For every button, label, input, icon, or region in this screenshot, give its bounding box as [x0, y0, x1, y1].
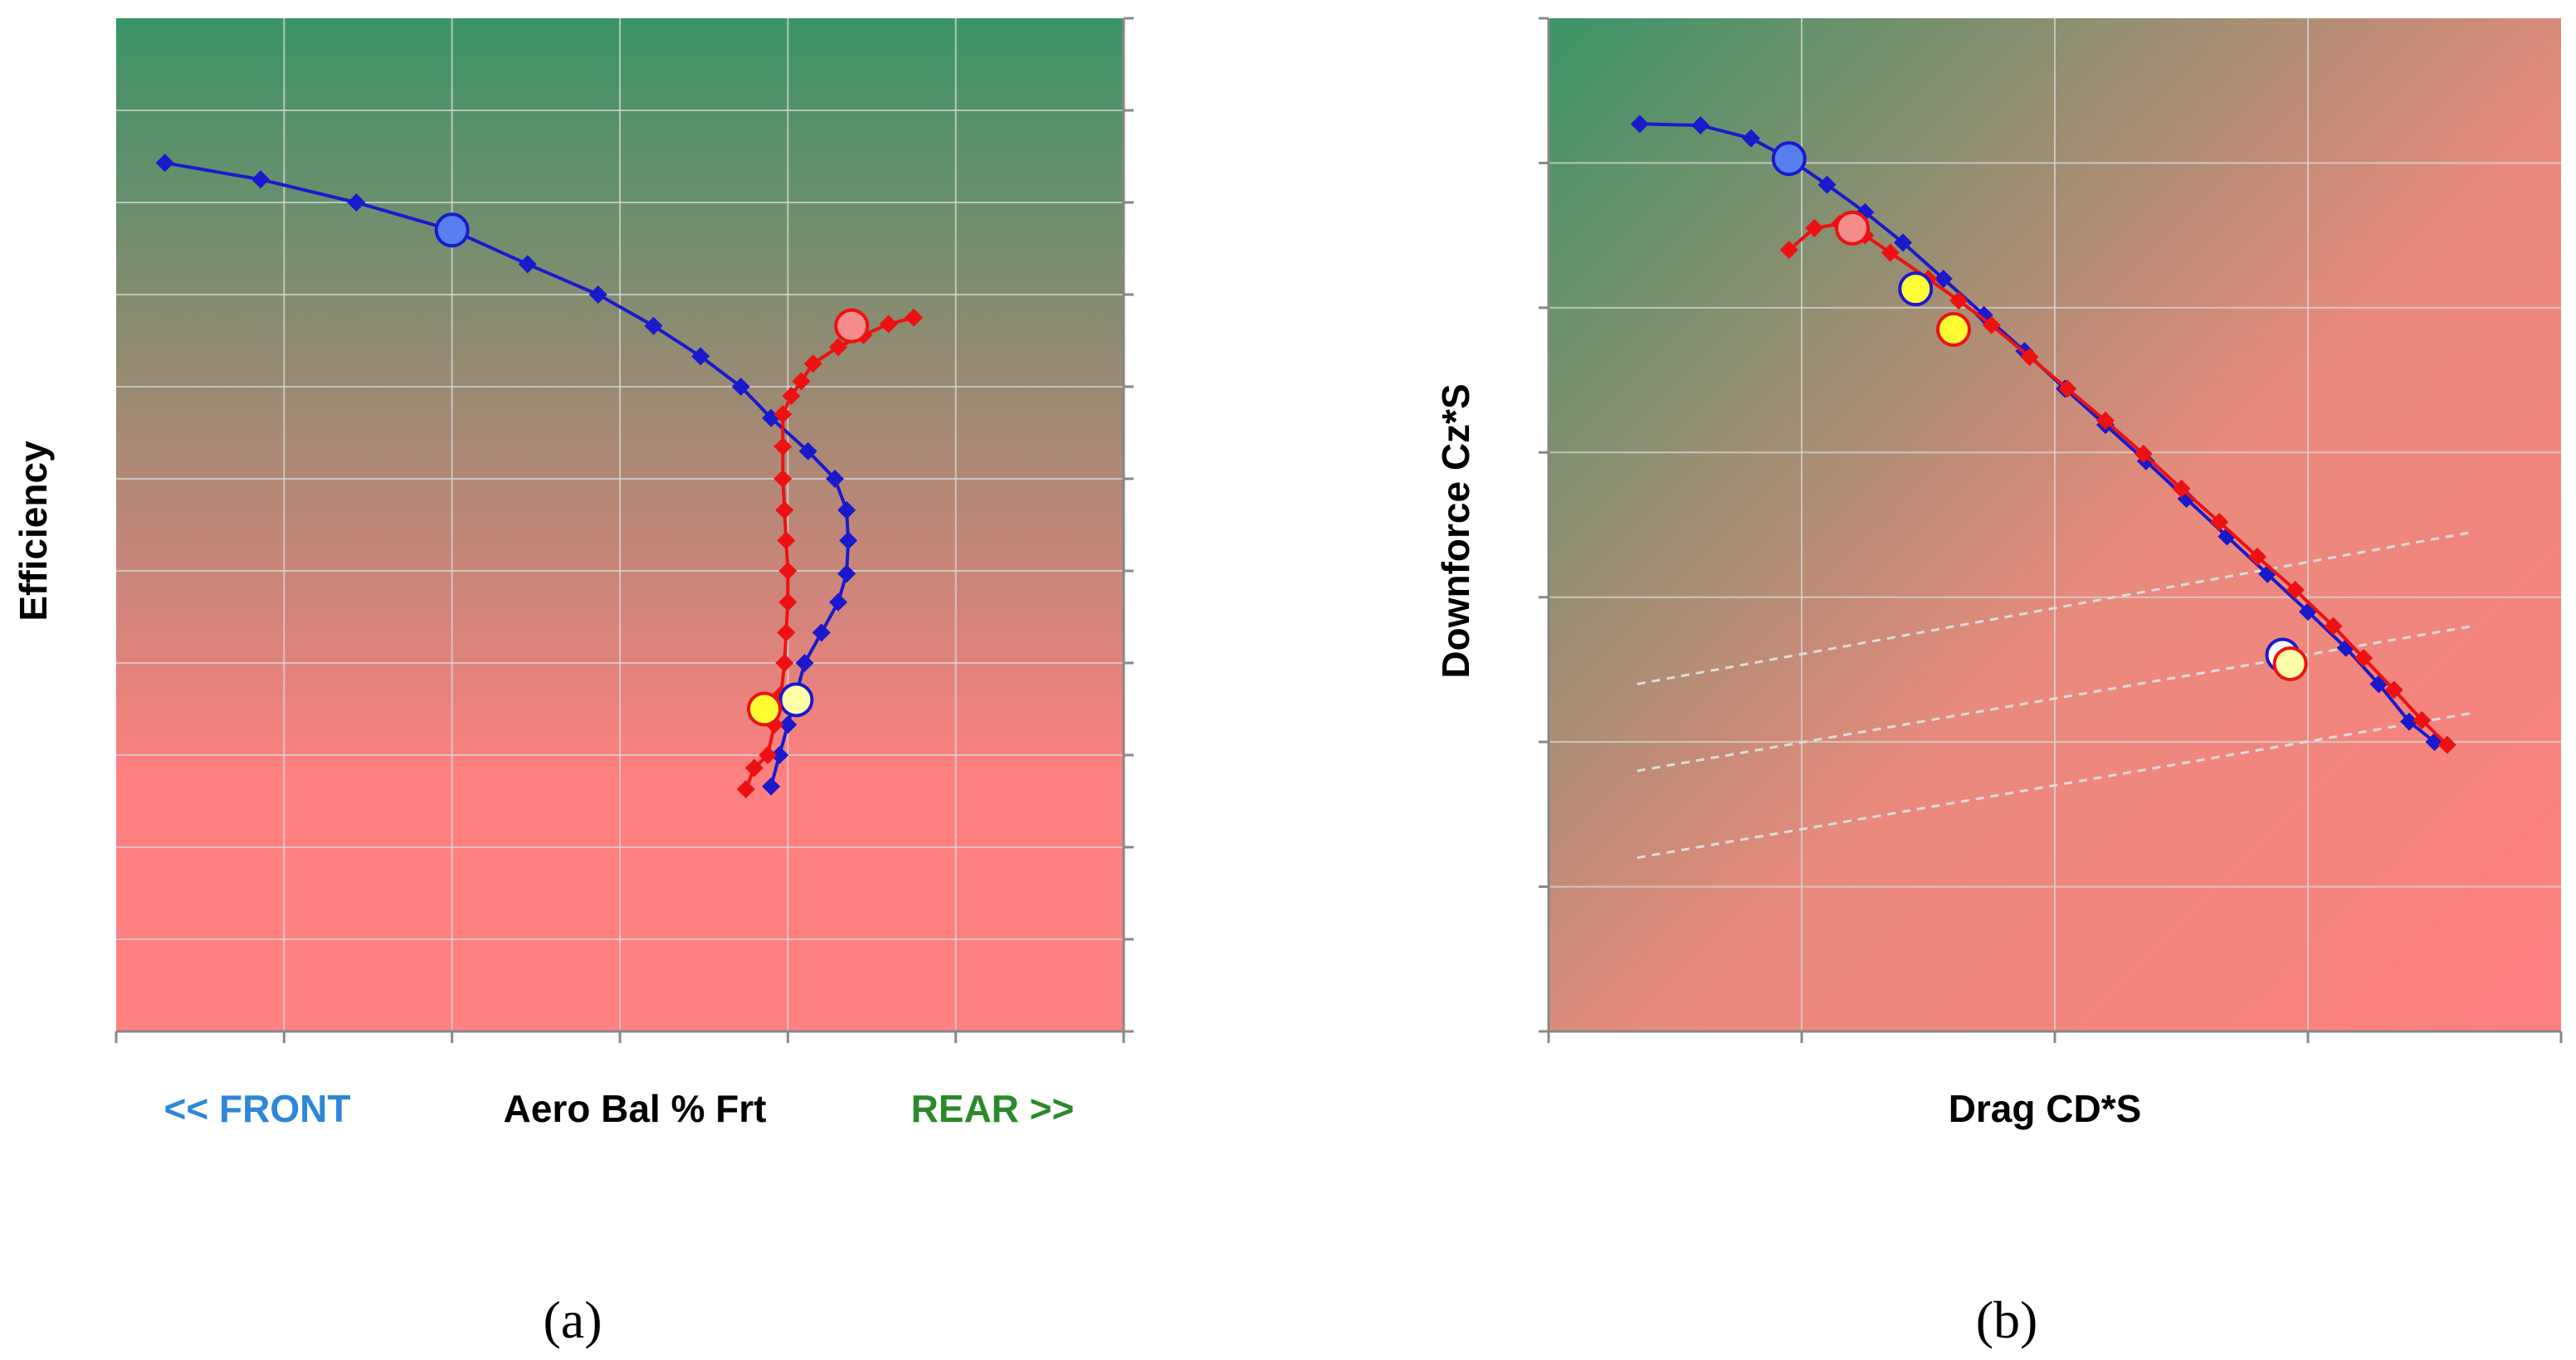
- chart-b-markers: [1771, 141, 2308, 681]
- chart-a-blue-data-point: [837, 500, 856, 519]
- chart-a-red-data-point: [773, 437, 793, 456]
- chart-a-blue-data-point: [829, 592, 848, 612]
- chart-b-red-data-point: [1982, 315, 2001, 334]
- chart-b-red-highlight-marker: [2272, 646, 2308, 681]
- chart-a-blue-data-point: [795, 654, 814, 672]
- chart-b-blue-data-point: [2400, 712, 2418, 731]
- chart-a-red-data-point: [775, 500, 794, 519]
- chart-a-blue-data-point: [839, 531, 858, 550]
- chart-b-reference-lines: [1637, 530, 2473, 860]
- chart-a-blue-data-point: [798, 441, 817, 461]
- chart-a-blue-data-point: [825, 470, 844, 488]
- chart-b-red-data-point: [2354, 648, 2374, 667]
- chart-b-red-data-point: [2210, 513, 2229, 532]
- chart-a-red-data-point: [905, 308, 924, 327]
- chart-b-blue-data-point: [1934, 269, 1953, 288]
- chart-b-red-data-point: [2172, 479, 2191, 498]
- chart-b-red-data-point: [2020, 348, 2039, 367]
- chart-a-red-data-point: [777, 623, 796, 642]
- chart-b-red-data-point: [1805, 218, 1824, 237]
- chart-a: Efficiency << FRONT Aero Bal % Frt REAR …: [12, 17, 1134, 1349]
- chart-a-red-data-point: [778, 592, 798, 612]
- chart-b-red-highlight-marker: [1835, 210, 1870, 246]
- chart-a-blue-data-point: [644, 316, 663, 335]
- chart-a-red-data-point: [775, 654, 794, 672]
- chart-a-blue-data-point: [588, 285, 607, 304]
- chart-b-red-data-point: [2413, 710, 2432, 729]
- chart-a-red-data-point: [744, 758, 764, 777]
- chart-a-series: [155, 154, 924, 799]
- chart-b-blue-data-point: [1817, 175, 1837, 194]
- chart-b-blue-data-point: [1894, 233, 1912, 252]
- chart-b-red-data-point: [2058, 379, 2077, 398]
- chart-a-blue-highlight-marker: [434, 212, 470, 248]
- chart-b-red-data-point: [1949, 291, 1969, 310]
- chart-b-red-data-point: [2437, 735, 2456, 754]
- chart-b-red-data-point: [2248, 547, 2266, 566]
- chart-b-reference-line: [1637, 711, 2473, 860]
- chart-b-reference-line: [1637, 625, 2473, 773]
- chart-a-red-data-point: [778, 562, 798, 580]
- chart-a-red-data-point: [773, 470, 793, 488]
- chart-a-blue-data-point: [691, 347, 710, 366]
- chart-b-grid: [1549, 18, 2561, 1031]
- chart-b-axes: [1539, 17, 2563, 1043]
- chart-a-red-data-point: [736, 780, 755, 799]
- chart-a-red-data-point: [829, 338, 848, 357]
- chart-a-red-data-point: [782, 387, 801, 406]
- chart-a-blue-data-point: [778, 715, 798, 734]
- chart-b-blue-data-point: [1630, 115, 1649, 134]
- chart-a-blue-data-point: [251, 170, 271, 189]
- chart-b-red-data-point: [2134, 445, 2153, 464]
- chart-a-grid: [116, 18, 1124, 1031]
- chart-a-blue-data-point: [347, 193, 366, 212]
- chart-b-red-data-point: [1779, 241, 1798, 260]
- chart-b-ylabel: Downforce Cz*S: [1434, 383, 1477, 678]
- chart-a-red-highlight-marker: [834, 308, 870, 344]
- chart-a-red-data-point: [803, 354, 822, 373]
- chart-b-red-data-point: [1881, 243, 1900, 262]
- chart-b-blue-data-point: [1742, 129, 1760, 148]
- chart-a-sublabel: (a): [543, 1290, 602, 1349]
- chart-a-axes: [115, 17, 1134, 1043]
- chart-b: Downforce Cz*S Drag CD*S (b): [1434, 17, 2563, 1349]
- chart-b-blue-data-point: [1691, 116, 1710, 135]
- chart-a-blue-data-point: [837, 564, 856, 583]
- chart-a-red-highlight-marker: [747, 691, 783, 727]
- chart-a-markers: [434, 212, 870, 727]
- chart-b-blue-highlight-marker: [1771, 141, 1807, 177]
- chart-a-red-data-point: [773, 405, 793, 424]
- chart-a-xlabel: Aero Bal % Frt: [504, 1087, 767, 1130]
- chart-b-red-data-point: [2286, 580, 2305, 599]
- chart-a-red-data-point: [792, 372, 811, 391]
- chart-b-reference-line: [1637, 530, 2473, 685]
- chart-a-xlabel-front: << FRONT: [164, 1087, 351, 1130]
- chart-a-red-data-point: [777, 531, 796, 550]
- chart-b-red-data-point: [2324, 617, 2343, 636]
- chart-a-blue-data-point: [812, 623, 831, 642]
- chart-b-xlabel: Drag CD*S: [1949, 1087, 2142, 1130]
- chart-a-blue-data-point: [518, 255, 537, 274]
- chart-a-blue-data-point: [762, 777, 781, 796]
- chart-a-blue-data-point: [770, 746, 789, 764]
- chart-a-red-data-point: [759, 746, 778, 764]
- chart-a-blue-series-line: [164, 161, 851, 787]
- chart-a-ylabel: Efficiency: [12, 441, 55, 622]
- chart-b-red-data-point: [2384, 680, 2403, 699]
- chart-a-blue-data-point: [731, 378, 750, 396]
- chart-a-blue-data-point: [155, 154, 174, 173]
- chart-b-red-highlight-marker: [1936, 312, 1971, 348]
- chart-b-blue-highlight-marker: [1898, 271, 1934, 307]
- chart-a-blue-highlight-marker: [778, 682, 814, 718]
- chart-a-xlabel-rear: REAR >>: [911, 1087, 1075, 1130]
- chart-a-red-data-point: [879, 314, 898, 334]
- chart-b-sublabel: (b): [1976, 1290, 2038, 1349]
- chart-b-red-data-point: [2096, 411, 2115, 430]
